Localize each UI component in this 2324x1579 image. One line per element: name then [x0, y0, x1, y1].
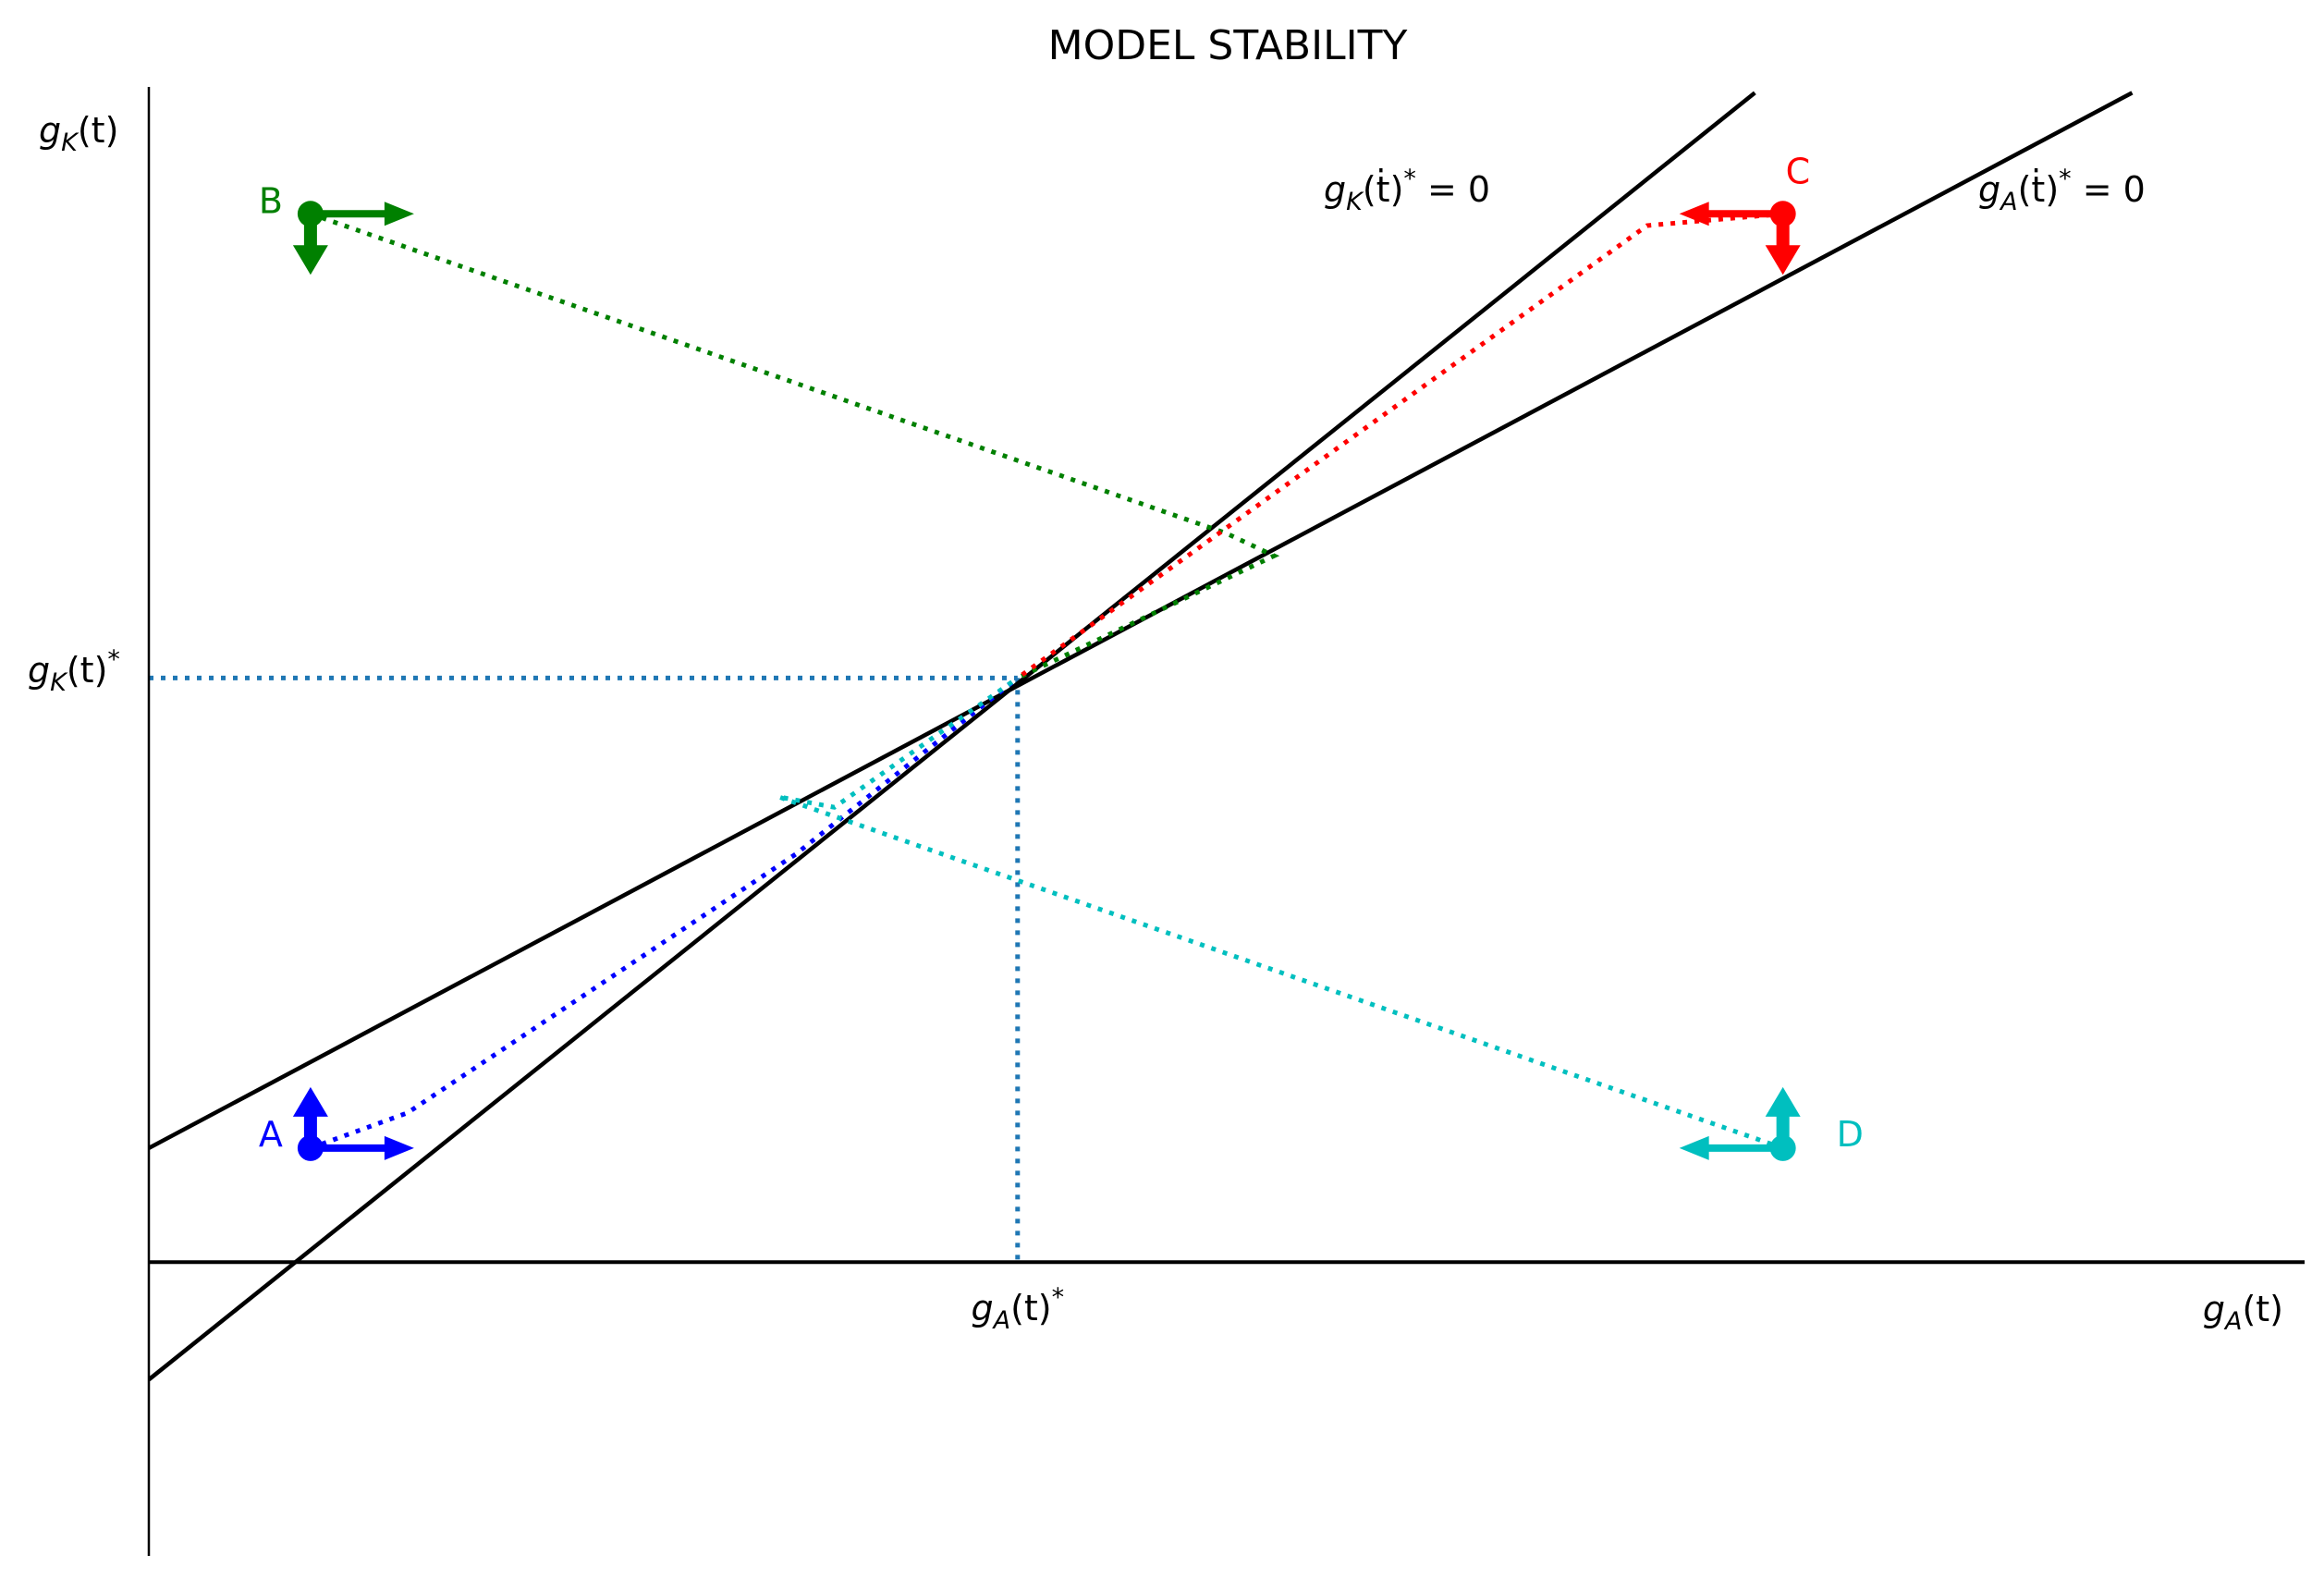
start-point-D — [1769, 1134, 1796, 1161]
trajectory-A — [310, 676, 1020, 1151]
nullcline-gA_dot_zero — [149, 91, 2134, 1150]
x-axis-label: gA(t) — [2203, 1289, 2283, 1336]
point-label-C: C — [1786, 151, 1811, 191]
arrow-right-B — [310, 202, 414, 226]
chart-title: MODEL STABILITY — [1048, 22, 1408, 69]
arrow-up-A — [292, 1086, 328, 1148]
axes — [147, 87, 2305, 1556]
start-point-B — [297, 201, 324, 227]
arrow-up-D — [1765, 1086, 1801, 1148]
equilibrium-x-label: gA(t)* — [971, 1283, 1064, 1335]
trajectory-C — [1016, 211, 1783, 680]
nullcline-label-gK: gK(ṫ)* = 0 — [1324, 165, 1490, 216]
nullcline-gK_dot_zero — [149, 91, 1756, 1382]
arrow-left-D — [1679, 1135, 1783, 1160]
nullcline-label-gA: gA(ṫ)* = 0 — [1978, 165, 2146, 216]
trajectory-D — [777, 676, 1784, 1151]
arrow-down-B — [292, 214, 328, 275]
trajectory-B — [310, 211, 1280, 680]
equilibrium-y-label: gK(t)* — [28, 645, 120, 697]
point-label-B: B — [259, 180, 283, 221]
plot-area — [149, 91, 2134, 1382]
point-label-A: A — [259, 1114, 283, 1155]
arrow-down-C — [1765, 214, 1801, 275]
start-point-C — [1769, 201, 1796, 227]
y-axis-label: gK(t) — [39, 110, 118, 157]
arrow-left-C — [1679, 202, 1783, 226]
arrow-right-A — [310, 1135, 414, 1160]
point-label-D: D — [1837, 1114, 1864, 1155]
start-point-A — [297, 1134, 324, 1161]
labels: A B C DgA(t) gK(t) gA(t)* gK(t)* gK(ṫ)* = 0 gA(… — [28, 110, 2283, 1336]
